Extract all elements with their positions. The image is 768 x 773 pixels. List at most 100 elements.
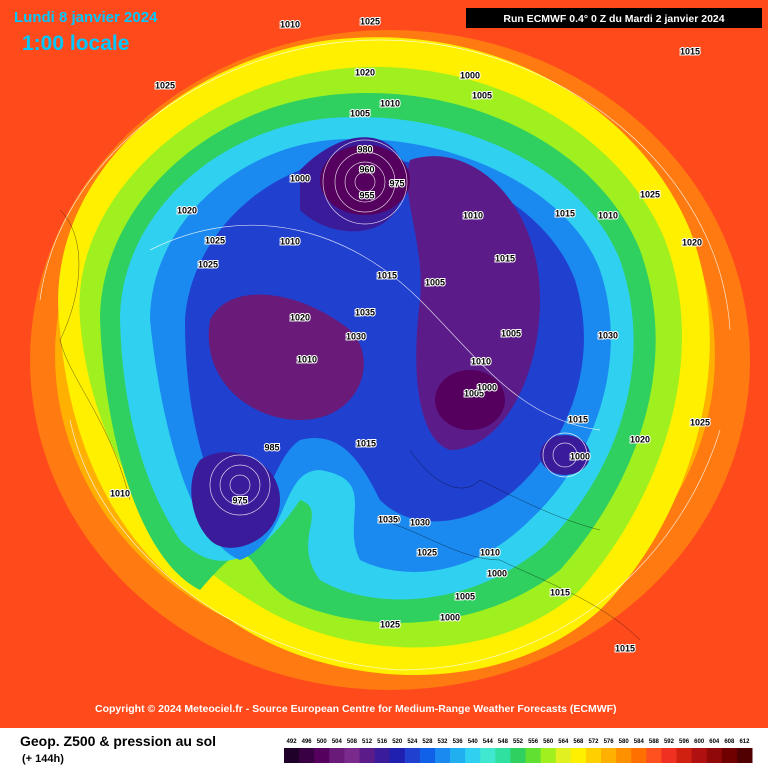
scale-swatch [389, 748, 406, 763]
isobar-label: 1025 [198, 259, 218, 269]
run-info: Run ECMWF 0.4° 0 Z du Mardi 2 janvier 20… [503, 13, 724, 25]
scale-swatch [601, 748, 617, 763]
scale-swatch [434, 748, 451, 763]
isobar-label: 1010 [280, 19, 300, 29]
scale-label: 604 [709, 739, 720, 745]
scale-label: 612 [739, 739, 750, 745]
scale-swatch [299, 748, 315, 763]
scale-label: 600 [694, 739, 705, 745]
isobar-label: 1005 [472, 90, 492, 100]
scale-swatch [374, 748, 391, 763]
scale-swatch [555, 748, 572, 763]
scale-label: 524 [407, 739, 418, 745]
scale-swatch [616, 748, 632, 763]
isobar-label: 1020 [177, 205, 197, 215]
isobar-label: 1010 [280, 236, 300, 246]
isobar-label: 1000 [440, 612, 460, 622]
scale-swatch [540, 748, 557, 763]
scale-label: 588 [649, 739, 660, 745]
scale-label: 540 [468, 739, 479, 745]
isobar-label: 1010 [598, 210, 618, 220]
isobar-label: 1015 [356, 438, 376, 448]
scale-label: 544 [483, 739, 494, 745]
scale-swatch [646, 748, 662, 763]
scale-swatch [465, 748, 481, 763]
isobar-label: 1015 [555, 208, 575, 218]
isobar-label: 1015 [615, 643, 635, 653]
map-time: 1:00 locale [22, 32, 129, 55]
footer-title: Geop. Z500 & pression au sol [20, 733, 216, 749]
map-date: Lundi 8 janvier 2024 [14, 9, 158, 26]
scale-label: 536 [453, 739, 464, 745]
scale-swatch [404, 748, 421, 763]
scale-swatch [480, 748, 496, 763]
isobar-label: 1005 [425, 277, 445, 287]
isobar-label: 1030 [410, 517, 430, 527]
isobar-label: 1010 [463, 210, 483, 220]
isobar-label: 1025 [417, 547, 437, 557]
isobar-label: 1010 [110, 488, 130, 498]
isobar-label: 1000 [570, 451, 590, 461]
isobar-label: 1000 [477, 382, 497, 392]
isobar-label: 1030 [380, 514, 400, 524]
run-banner [466, 8, 762, 28]
isobar-label: 1000 [290, 173, 310, 183]
isobar-label: 955 [359, 190, 374, 200]
scale-label: 552 [513, 739, 524, 745]
scale-label: 608 [724, 739, 735, 745]
scale-swatch [525, 748, 542, 763]
scale-label: 500 [317, 739, 328, 745]
scale-swatch [510, 748, 527, 763]
scale-label: 492 [287, 739, 298, 745]
scale-swatch [676, 748, 693, 763]
scale-swatch [691, 748, 708, 763]
isobar-label: 1020 [630, 434, 650, 444]
scale-swatch [736, 748, 753, 763]
scale-label: 596 [679, 739, 690, 745]
isobar-label: 1000 [460, 70, 480, 80]
isobar-label: 1015 [550, 587, 570, 597]
scale-label: 516 [377, 739, 388, 745]
isobar-label: 1010 [297, 354, 317, 364]
isobar-label: 1005 [501, 328, 521, 338]
scale-swatch [284, 748, 300, 763]
isobar-label: 1015 [568, 414, 588, 424]
isobar-label: 1010 [480, 547, 500, 557]
scale-swatch [495, 748, 511, 763]
isobar-label: 985 [264, 442, 279, 452]
scale-label: 572 [588, 739, 599, 745]
scale-label: 556 [528, 739, 539, 745]
isobar-label: 1020 [682, 237, 702, 247]
isobar-label: 1005 [350, 108, 370, 118]
scale-swatch [570, 748, 587, 763]
isobar-label: 980 [357, 144, 372, 154]
scale-swatch [661, 748, 678, 763]
scale-swatch [631, 748, 647, 763]
isobar-label: 1000 [487, 568, 507, 578]
scale-swatch [329, 748, 345, 763]
scale-label: 504 [332, 739, 343, 745]
footer-subtitle: (+ 144h) [22, 753, 64, 765]
scale-swatch [314, 748, 330, 763]
scale-label: 568 [573, 739, 584, 745]
isobar-label: 1035 [378, 514, 398, 524]
isobar-label: 1025 [360, 16, 380, 26]
scale-label: 584 [634, 739, 645, 745]
isobar-label: 1015 [377, 270, 397, 280]
isobar-label: 1030 [598, 330, 618, 340]
scale-label: 592 [664, 739, 675, 745]
isobar-label: 1020 [355, 67, 375, 77]
isobar-label: 1035 [355, 307, 375, 317]
isobar-label: 1030 [346, 331, 366, 341]
isobar-label: 1010 [380, 98, 400, 108]
isobar-label: 975 [232, 495, 247, 505]
scale-label: 496 [302, 739, 313, 745]
isobar-label: 1025 [690, 417, 710, 427]
scale-label: 548 [498, 739, 509, 745]
scale-swatch [706, 748, 723, 763]
color-scale: 492 496 500 504 508 512 516 520 524 528 532 536 540 5… [284, 739, 753, 763]
isobar-label: 1005 [464, 388, 484, 398]
